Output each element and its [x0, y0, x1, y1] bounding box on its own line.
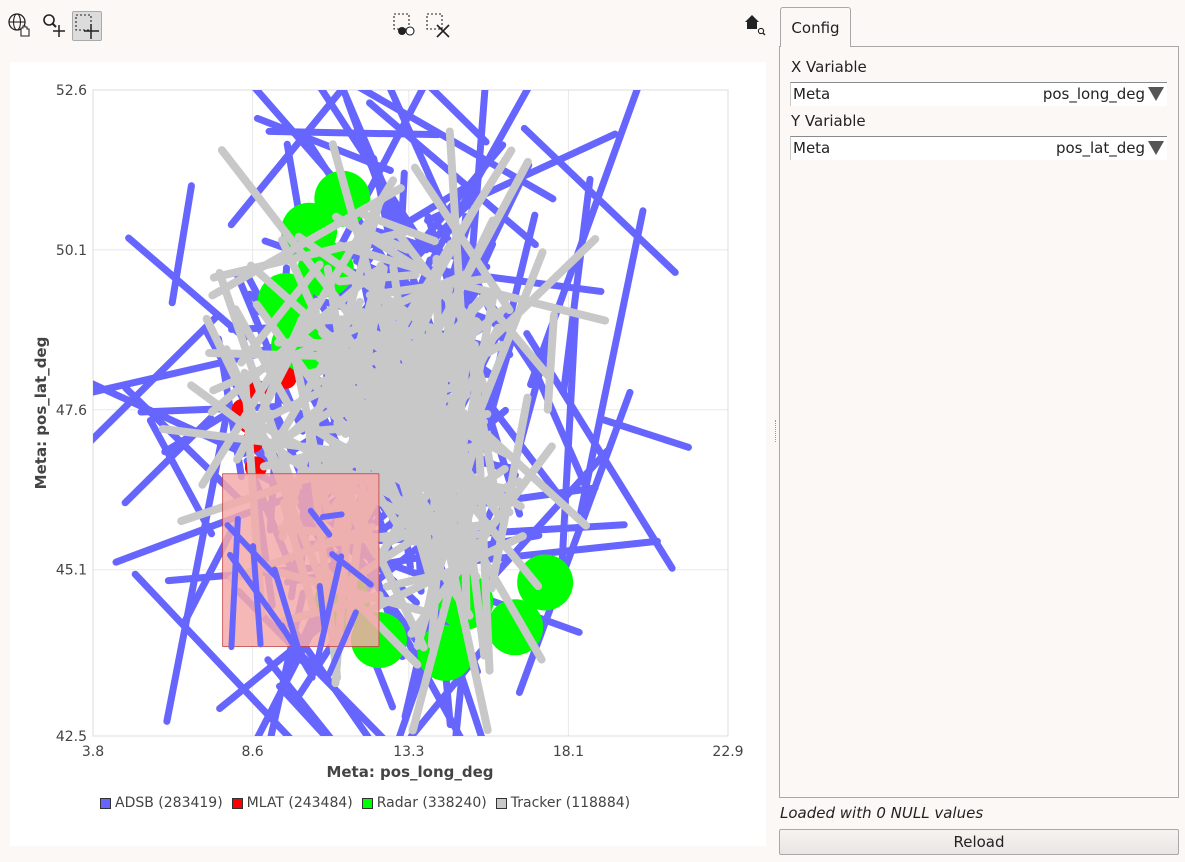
- adsb-track: [131, 570, 293, 736]
- legend-item-tracker[interactable]: Tracker (118884): [495, 795, 631, 811]
- adsb-track: [600, 416, 692, 451]
- adsb-track: [253, 114, 394, 174]
- adsb-track: [228, 516, 241, 651]
- tracker-track: [473, 401, 494, 675]
- adsb-track: [520, 124, 679, 276]
- y-tick-label: 45.1: [56, 563, 87, 579]
- tracker-track: [407, 464, 509, 537]
- adsb-track: [339, 90, 407, 234]
- tracker-track: [410, 163, 514, 315]
- y-variable-group: Meta: [793, 139, 831, 157]
- x-tick-label: 18.1: [553, 744, 584, 760]
- tracker-track: [449, 399, 590, 530]
- x-variable-group: Meta: [793, 85, 831, 103]
- adsb-track: [560, 175, 594, 396]
- select-rect-add-icon[interactable]: [72, 11, 102, 41]
- tracker-track: [335, 241, 419, 272]
- adsb-track: [312, 553, 345, 673]
- tracker-track: [294, 232, 446, 341]
- home-zoom-icon[interactable]: [738, 8, 768, 38]
- y-variable-select[interactable]: Meta pos_lat_deg: [790, 136, 1167, 160]
- x-axis-title: Meta: pos_long_deg: [326, 763, 493, 781]
- adsb-track: [316, 582, 328, 630]
- y-tick-label: 42.5: [56, 729, 87, 745]
- tracker-track: [469, 248, 547, 433]
- y-tick-label: 47.6: [56, 403, 87, 419]
- tracker-track: [231, 305, 295, 412]
- radar-point: [517, 554, 574, 611]
- config-panel: X Variable Meta pos_long_deg Y Variable …: [779, 46, 1179, 798]
- status-text: Loaded with 0 NULL values: [780, 804, 984, 822]
- x-variable-select[interactable]: Meta pos_long_deg: [790, 82, 1167, 106]
- y-variable-label: Y Variable: [791, 112, 866, 130]
- y-variable-value: pos_lat_deg: [1055, 139, 1145, 157]
- legend-item-adsb[interactable]: ADSB (283419): [100, 795, 223, 811]
- tracker-track: [314, 312, 400, 325]
- tab-config-label: Config: [791, 18, 840, 37]
- scatter-plot-panel[interactable]: 3.8 8.6 13.3 18.1 22.9 52.6 50.1 47.6 45.1 42.5 …: [10, 62, 766, 846]
- tracker-track: [543, 311, 558, 414]
- adsb-track: [168, 182, 195, 307]
- legend-label: Radar (338240): [376, 795, 487, 811]
- chart-legend: ADSB (283419) MLAT (243484) Radar (33824…: [100, 795, 630, 811]
- tracker-track: [487, 393, 532, 593]
- adsb-track: [319, 511, 345, 520]
- chevron-down-icon: [1148, 141, 1164, 155]
- tracker-track: [393, 228, 470, 327]
- x-variable-value: pos_long_deg: [1042, 85, 1145, 103]
- adsb-track: [326, 609, 359, 678]
- legend-swatch: [231, 797, 243, 809]
- zoom-in-icon[interactable]: [39, 10, 69, 40]
- reload-button[interactable]: Reload: [779, 829, 1179, 855]
- legend-label: ADSB (283419): [115, 795, 223, 811]
- tab-config[interactable]: Config: [780, 7, 851, 47]
- scatter-plot[interactable]: 3.8 8.6 13.3 18.1 22.9 52.650.147.645.142.5 …: [10, 62, 766, 846]
- tracker-track: [335, 270, 420, 286]
- select-invert-icon[interactable]: [390, 10, 420, 40]
- legend-swatch: [100, 797, 111, 809]
- legend-swatch: [495, 797, 507, 809]
- adsb-track: [307, 507, 333, 538]
- tracker-track: [368, 376, 444, 468]
- adsb-track: [276, 682, 330, 736]
- x-tick-label: 13.3: [393, 744, 424, 760]
- tracker-track: [365, 274, 490, 300]
- tracker-track: [245, 369, 364, 430]
- adsb-track: [224, 522, 280, 581]
- tracker-track: [395, 464, 438, 594]
- adsb-track: [278, 622, 316, 681]
- select-clear-icon[interactable]: [423, 10, 453, 40]
- plot-toolbar: [0, 0, 775, 56]
- legend-item-mlat[interactable]: MLAT (243484): [231, 795, 353, 811]
- adsb-track: [125, 234, 248, 342]
- tracker-track: [351, 390, 389, 488]
- x-tick-label: 22.9: [712, 744, 743, 760]
- chevron-down-icon: [1148, 87, 1164, 101]
- legend-item-radar[interactable]: Radar (338240): [361, 795, 487, 811]
- y-tick-label: 52.6: [56, 83, 87, 99]
- tracker-track: [312, 355, 450, 387]
- y-tick-label: 50.1: [56, 243, 87, 259]
- adsb-track: [323, 90, 426, 276]
- y-axis-title: Meta: pos_lat_deg: [32, 337, 50, 490]
- globe-hand-icon[interactable]: [5, 10, 35, 40]
- adsb-track: [93, 311, 222, 444]
- tracker-track: [432, 254, 445, 471]
- legend-label: Tracker (118884): [510, 795, 631, 811]
- panel-splitter-handle[interactable]: [775, 420, 780, 442]
- legend-label: MLAT (243484): [246, 795, 353, 811]
- x-variable-label: X Variable: [791, 58, 867, 76]
- x-tick-label: 3.8: [82, 744, 104, 760]
- tracker-track: [478, 293, 554, 382]
- adsb-track: [577, 207, 647, 515]
- tracker-track: [237, 260, 324, 367]
- tracker-track: [447, 234, 600, 383]
- adsb-track: [428, 90, 490, 146]
- legend-swatch: [361, 797, 373, 809]
- tracker-track: [215, 268, 299, 498]
- adsb-track: [264, 656, 334, 736]
- x-tick-label: 8.6: [241, 744, 263, 760]
